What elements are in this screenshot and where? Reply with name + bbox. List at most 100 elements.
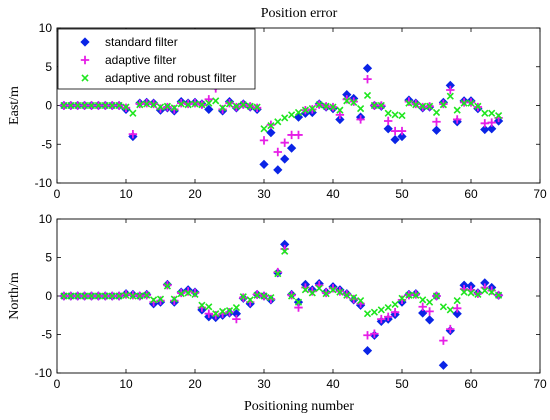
data-point — [453, 106, 461, 114]
data-point — [150, 296, 158, 304]
data-point — [481, 287, 489, 295]
data-point — [294, 303, 303, 312]
x-tick-label: 20 — [188, 187, 202, 201]
data-point — [453, 304, 462, 313]
data-point — [315, 284, 323, 292]
data-point — [446, 85, 455, 95]
data-point — [390, 134, 400, 145]
data-point — [74, 101, 82, 110]
data-point — [60, 101, 68, 110]
data-point — [432, 108, 441, 117]
data-point — [446, 324, 455, 334]
data-point — [232, 102, 240, 110]
data-point — [163, 282, 171, 290]
data-point — [286, 143, 297, 153]
data-point — [253, 291, 261, 299]
data-point — [101, 292, 109, 300]
data-point — [74, 292, 82, 300]
data-point — [246, 296, 254, 304]
data-point — [453, 297, 461, 305]
data-point — [260, 292, 268, 300]
data-point — [170, 296, 179, 305]
data-point — [495, 291, 503, 299]
data-point — [259, 136, 269, 145]
data-point — [156, 104, 165, 113]
data-point — [266, 128, 276, 138]
data-point — [391, 111, 399, 119]
data-point — [294, 130, 303, 140]
axes-frame — [56, 27, 541, 184]
y-axis-label: East/m — [7, 86, 22, 125]
data-point — [156, 103, 165, 111]
data-point — [219, 307, 227, 315]
y-tick-label: 10 — [39, 212, 53, 226]
data-point — [266, 294, 276, 304]
legend-entry: standard filter — [105, 35, 178, 49]
data-point — [343, 97, 351, 105]
data-point — [205, 99, 213, 107]
x-tick-label: 50 — [395, 187, 409, 201]
data-point — [267, 293, 275, 302]
data-point — [204, 309, 213, 318]
data-point — [170, 295, 178, 303]
data-point — [362, 63, 373, 73]
data-point — [191, 290, 199, 299]
data-point — [190, 288, 200, 298]
data-point — [301, 286, 309, 294]
data-point — [397, 131, 407, 142]
data-point — [329, 103, 337, 111]
data-point — [377, 306, 385, 314]
data-point — [81, 101, 89, 110]
data-point — [108, 292, 116, 300]
data-point — [481, 109, 489, 117]
data-point — [357, 297, 365, 305]
data-point — [218, 105, 227, 114]
data-point — [136, 101, 144, 109]
data-point — [412, 101, 420, 109]
y-axis-label: North/m — [7, 272, 22, 320]
chart-title: Position error — [261, 6, 338, 21]
data-point — [377, 101, 385, 110]
data-point — [397, 295, 407, 305]
y-tick-label: 0 — [45, 99, 52, 113]
data-point — [426, 298, 434, 306]
data-point — [288, 111, 296, 119]
x-tick-label: 10 — [119, 187, 133, 201]
data-point — [439, 336, 448, 345]
x-tick-label: 10 — [119, 377, 133, 391]
data-point — [391, 300, 399, 309]
data-point — [363, 91, 372, 100]
legend-marker — [80, 37, 90, 47]
data-point — [129, 109, 137, 117]
x-tick-label: 70 — [533, 377, 547, 391]
data-point — [184, 101, 192, 109]
data-point — [67, 292, 75, 300]
data-point — [335, 114, 345, 125]
x-tick-label: 0 — [54, 187, 61, 201]
data-point — [377, 314, 386, 324]
data-point — [363, 74, 372, 84]
data-point — [405, 99, 413, 107]
north-error-panel: 0 10 20 30 40 50 60 70 -10 -5 0 5 10 North/m — [7, 212, 547, 391]
data-point — [183, 287, 193, 296]
x-tick-label: 20 — [188, 377, 202, 391]
data-point — [115, 101, 123, 110]
data-point — [156, 295, 165, 303]
data-point — [163, 102, 171, 110]
data-point — [136, 292, 144, 300]
data-point — [432, 117, 441, 126]
data-point — [370, 308, 378, 316]
data-point — [412, 291, 420, 299]
data-point — [150, 101, 158, 109]
y-tick-label: -10 — [35, 366, 53, 380]
legend: standard filter adaptive filter adaptive a… — [57, 28, 256, 90]
data-point — [480, 124, 490, 135]
data-point — [301, 106, 309, 114]
data-point — [274, 270, 282, 278]
data-point — [94, 292, 102, 300]
data-point — [273, 147, 282, 157]
data-point — [225, 307, 234, 315]
data-point — [487, 286, 496, 295]
data-point — [87, 101, 96, 110]
